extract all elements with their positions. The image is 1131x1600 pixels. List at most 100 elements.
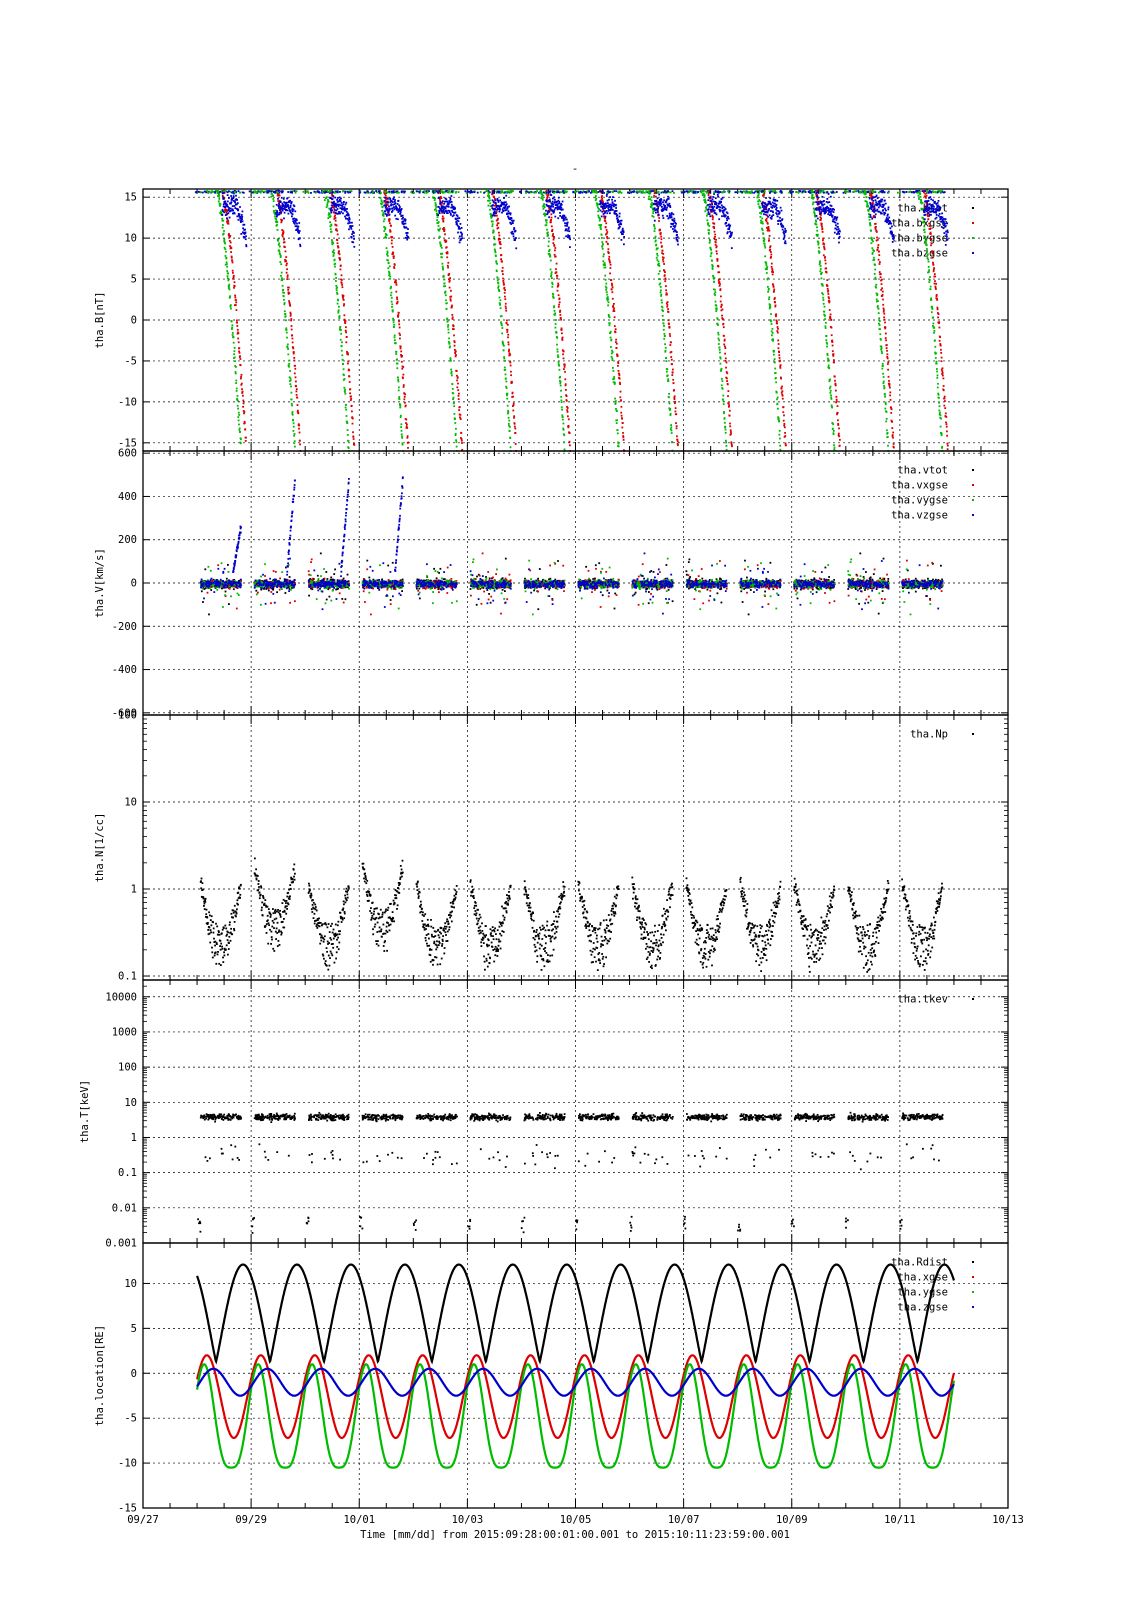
b-point	[824, 327, 827, 329]
b-point	[722, 326, 725, 329]
b-point	[723, 335, 725, 337]
b-point-saturated	[579, 190, 582, 193]
b-point	[649, 192, 652, 195]
b-point	[238, 350, 240, 353]
b-point	[885, 339, 887, 342]
b-point	[242, 405, 244, 408]
b-point	[347, 214, 350, 217]
b-point	[393, 267, 396, 269]
b-point	[390, 242, 393, 245]
b-point	[333, 200, 335, 203]
b-point	[818, 251, 821, 254]
b-point	[717, 343, 720, 345]
b-point	[338, 211, 340, 213]
b-point	[351, 221, 353, 224]
b-point-saturated	[413, 191, 415, 194]
b-point	[653, 207, 656, 210]
b-point	[505, 194, 508, 197]
b-point	[839, 438, 841, 441]
b-point	[447, 325, 449, 328]
b-point	[875, 298, 878, 301]
b-point	[778, 433, 781, 436]
b-point	[489, 202, 492, 205]
b-point	[776, 398, 778, 401]
y-tick-label: -15	[118, 437, 137, 449]
b-point	[452, 205, 455, 208]
b-point	[393, 266, 395, 268]
b-point-saturated	[313, 190, 316, 193]
b-point-saturated	[501, 190, 504, 192]
b-point	[613, 325, 616, 327]
b-point	[616, 217, 619, 219]
b-point	[293, 434, 295, 437]
b-point	[887, 375, 890, 378]
b-point-saturated	[682, 191, 685, 194]
b-point	[239, 358, 242, 360]
b-point	[545, 219, 548, 222]
b-point	[777, 223, 780, 225]
b-point	[557, 284, 560, 286]
b-point	[832, 423, 835, 426]
b-point	[832, 430, 835, 432]
b-point	[456, 219, 459, 222]
b-point	[769, 245, 772, 248]
b-point	[447, 261, 450, 264]
b-point	[778, 212, 781, 214]
b-point	[289, 383, 292, 385]
b-point	[504, 295, 506, 298]
b-point	[400, 429, 403, 432]
b-point	[881, 287, 883, 290]
b-point	[455, 221, 458, 223]
b-point	[231, 259, 234, 262]
b-point-saturated	[267, 191, 270, 194]
b-point	[607, 248, 610, 251]
b-point	[351, 416, 354, 419]
b-point-saturated	[274, 191, 276, 194]
b-point	[779, 444, 781, 447]
b-point	[559, 384, 562, 387]
b-point	[670, 424, 672, 426]
b-point	[877, 312, 880, 314]
b-point	[715, 310, 718, 312]
b-point-saturated	[197, 190, 200, 193]
b-point	[285, 260, 287, 263]
b-point	[294, 364, 296, 367]
b-point-saturated	[667, 190, 669, 192]
b-point	[456, 386, 459, 389]
b-point	[288, 376, 291, 379]
b-point	[662, 260, 665, 263]
b-point	[405, 422, 407, 424]
b-point	[353, 245, 356, 248]
b-point	[456, 217, 459, 220]
b-point	[391, 303, 394, 306]
b-point	[500, 321, 502, 324]
b-point	[297, 225, 300, 228]
b-point	[621, 227, 624, 230]
b-point	[272, 205, 275, 208]
b-point	[837, 226, 839, 228]
b-point	[714, 288, 716, 291]
b-point	[560, 399, 563, 402]
b-point	[495, 270, 498, 273]
b-point-saturated	[627, 191, 630, 194]
b-point	[452, 396, 455, 399]
b-point	[830, 212, 832, 215]
b-point	[782, 225, 785, 228]
b-point	[613, 205, 615, 208]
b-point-saturated	[314, 191, 317, 194]
b-point	[436, 214, 438, 216]
b-point-saturated	[591, 191, 594, 194]
b-point-saturated	[662, 191, 665, 194]
b-point	[884, 401, 887, 404]
b-point	[244, 440, 247, 442]
b-point	[231, 209, 233, 212]
b-point	[510, 231, 513, 234]
b-point-saturated	[641, 191, 644, 193]
b-point	[233, 347, 236, 349]
b-point	[291, 341, 294, 344]
b-point	[231, 334, 234, 336]
b-point	[727, 215, 729, 218]
b-point	[239, 206, 241, 208]
b-point	[657, 205, 660, 208]
b-point-saturated	[318, 191, 321, 194]
